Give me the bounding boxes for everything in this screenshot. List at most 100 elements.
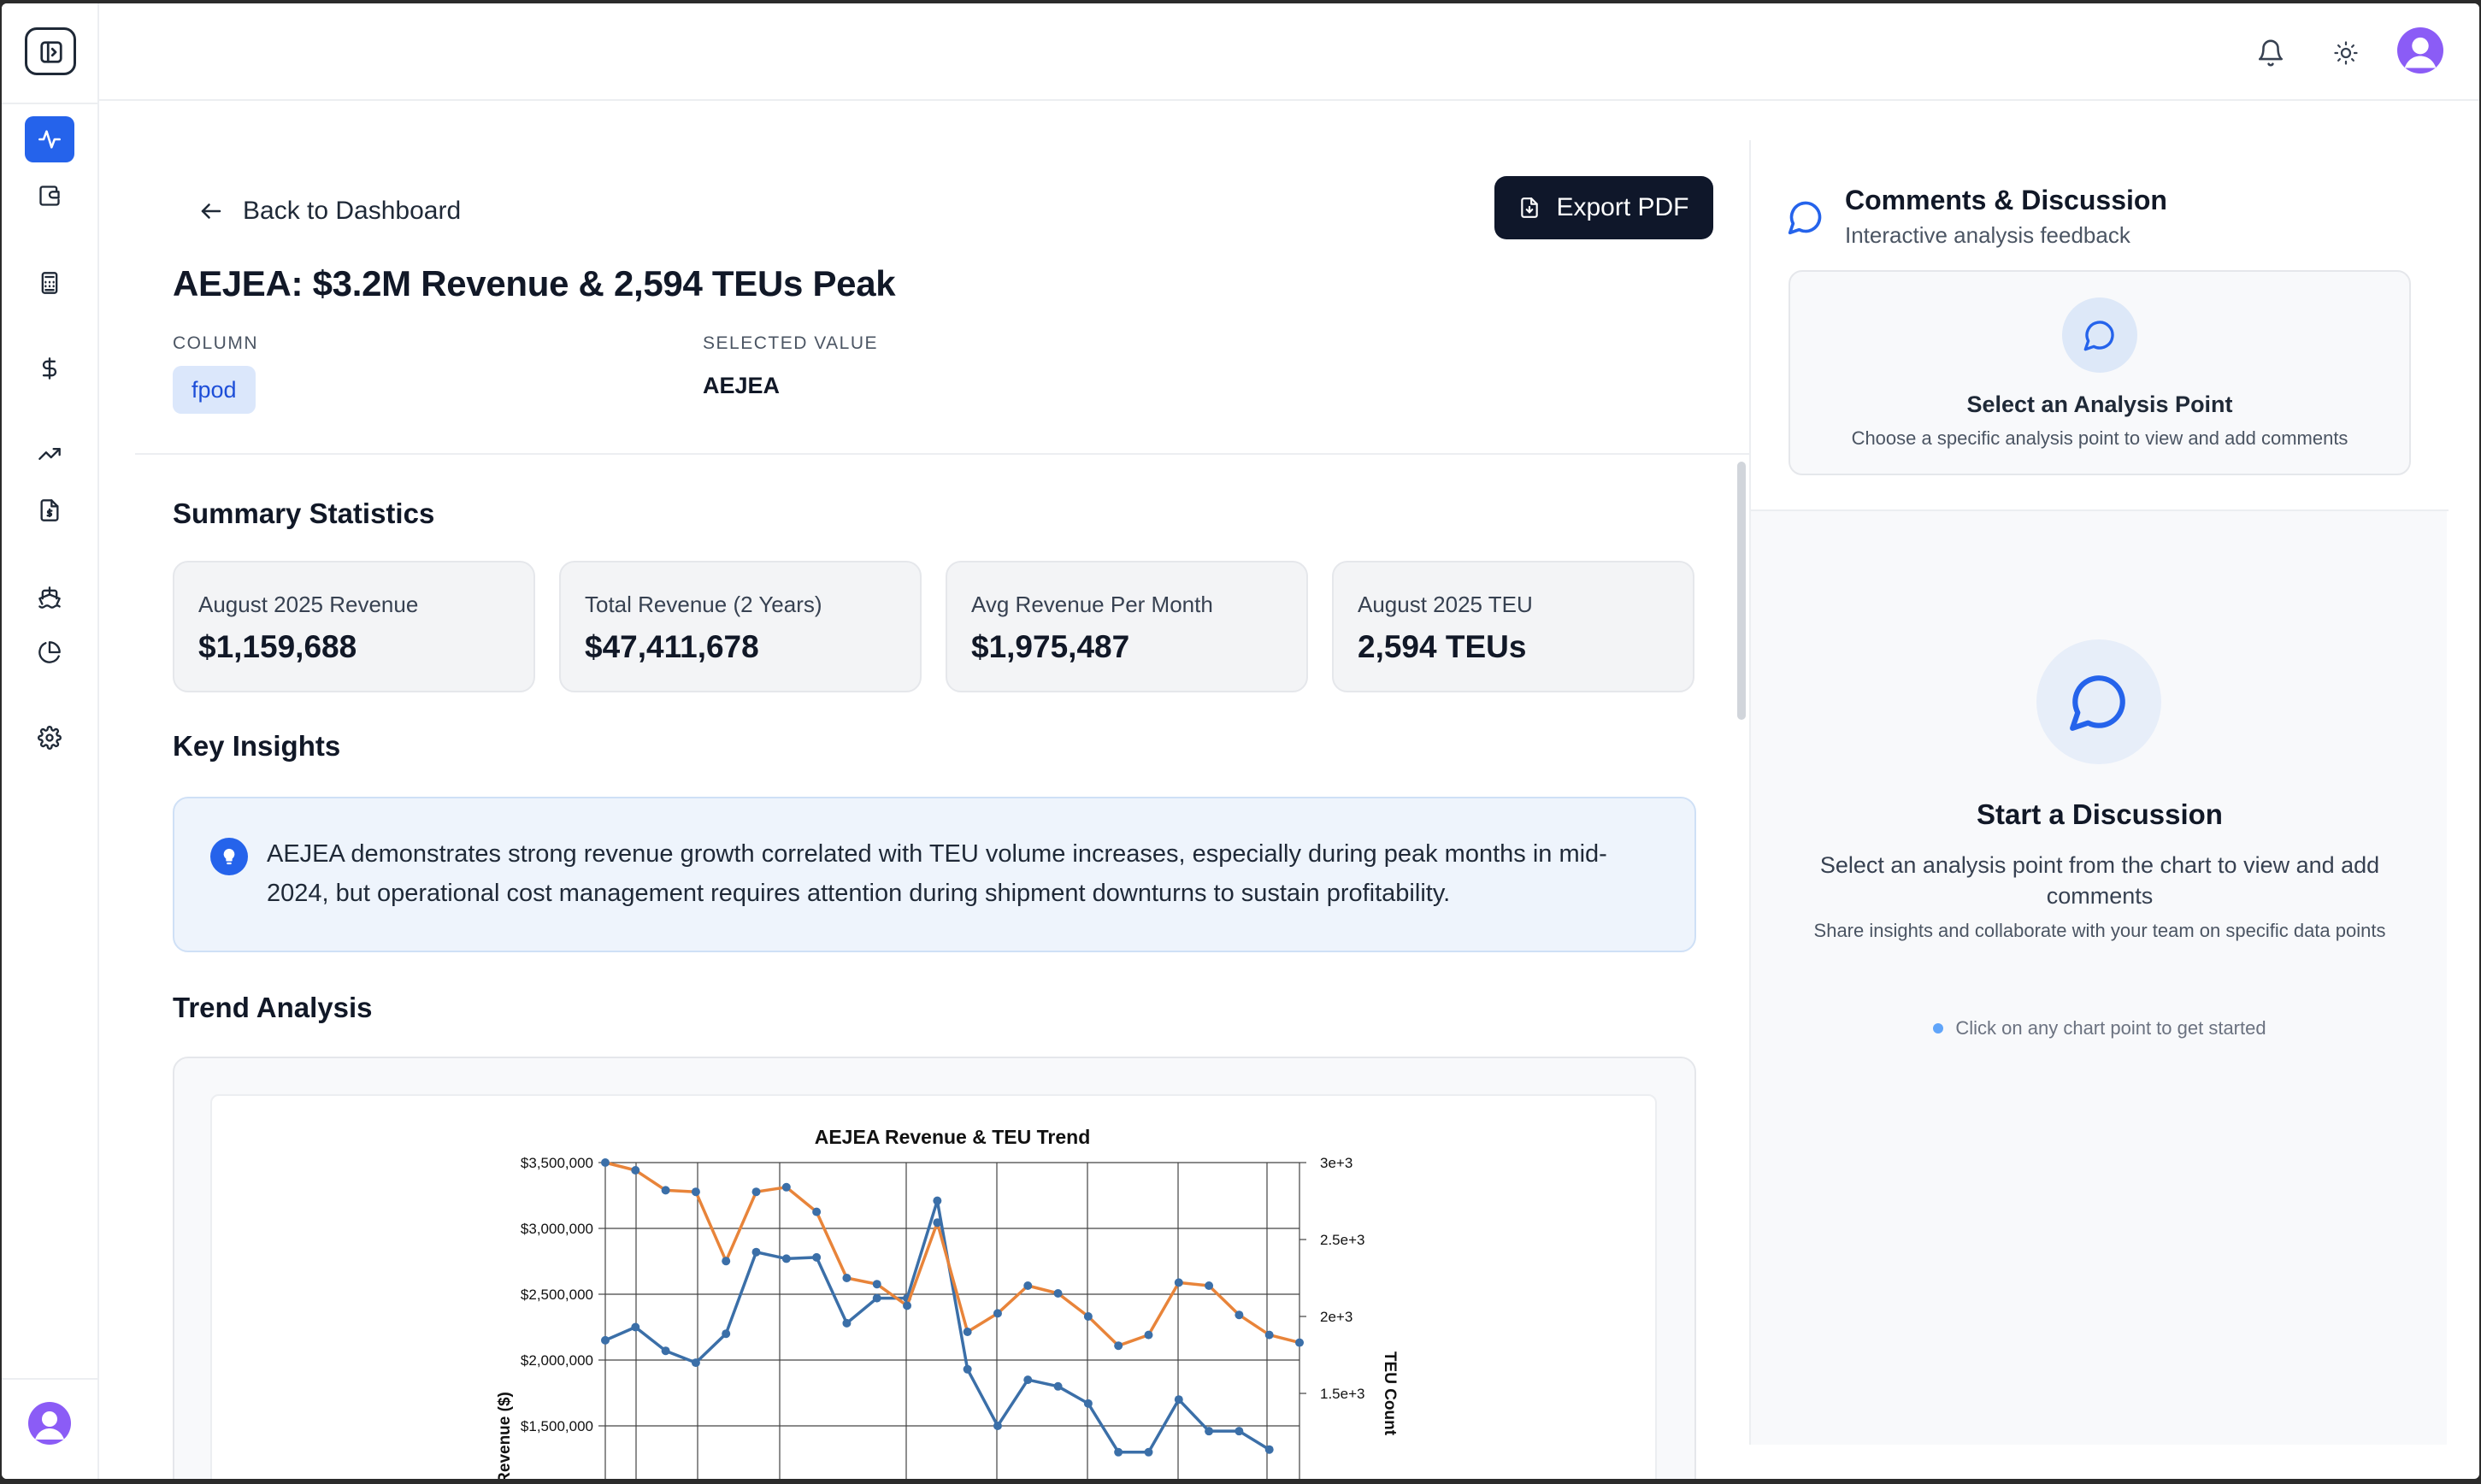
- calculator-icon: [41, 272, 58, 294]
- data-point: [1144, 1330, 1153, 1340]
- data-point: [661, 1346, 670, 1356]
- column-chip: fpod: [173, 366, 256, 414]
- activity-icon: [38, 130, 61, 149]
- notifications-button[interactable]: [2254, 36, 2288, 70]
- data-point: [933, 1218, 942, 1228]
- data-point: [631, 1166, 640, 1175]
- data-point: [631, 1322, 640, 1332]
- stat-card: August 2025 TEU 2,594 TEUs: [1332, 561, 1694, 692]
- hint-text: Click on any chart point to get started: [1955, 1017, 2266, 1039]
- stat-label: August 2025 TEU: [1358, 592, 1533, 617]
- data-point: [781, 1182, 791, 1192]
- data-point: [963, 1328, 972, 1336]
- chart-ticks: $3,500,000 $3,000,000 $2,500,000 $2,000,000…: [521, 1155, 1365, 1434]
- export-pdf-label: Export PDF: [1556, 193, 1689, 221]
- y2-axis-label: TEU Count: [1381, 1352, 1399, 1436]
- message-circle-icon: [2062, 297, 2137, 373]
- y2-tick-label: 2e+3: [1320, 1309, 1352, 1325]
- data-point: [691, 1187, 700, 1197]
- stat-value: $1,975,487: [971, 629, 1130, 664]
- scrollbar[interactable]: [1737, 462, 1746, 720]
- sun-icon: [2334, 41, 2358, 65]
- data-point: [1174, 1395, 1183, 1404]
- data-point: [1205, 1281, 1214, 1290]
- summary-statistics-title: Summary Statistics: [173, 498, 435, 529]
- chart-title: AEJEA Revenue & TEU Trend: [815, 1126, 1091, 1148]
- sidebar-user-avatar[interactable]: [28, 1402, 71, 1445]
- select-analysis-card: Select an Analysis Point Choose a specif…: [1789, 270, 2411, 475]
- sidebar-item-dollar[interactable]: [25, 345, 74, 392]
- data-point: [1023, 1375, 1033, 1385]
- series-line: [604, 1198, 1270, 1454]
- data-point: [1295, 1338, 1304, 1347]
- discussion-subdescription: Share insights and collaborate with your…: [1813, 920, 2386, 941]
- sidebar-item-reports[interactable]: [25, 629, 74, 675]
- y-tick-label: $2,000,000: [521, 1352, 593, 1369]
- data-point: [1264, 1330, 1274, 1340]
- data-point: [722, 1329, 731, 1339]
- stat-value: $1,159,688: [198, 629, 357, 664]
- data-point: [1053, 1381, 1063, 1391]
- sidebar-item-trending[interactable]: [25, 431, 74, 477]
- sidebar-item-wallet[interactable]: [25, 173, 74, 219]
- data-point: [842, 1318, 852, 1328]
- trend-chart[interactable]: AEJEA Revenue & TEU Trend $3,500,000 $3,0…: [212, 1096, 1659, 1479]
- y2-tick-label: 1.5e+3: [1320, 1386, 1364, 1402]
- sidebar-item-activity[interactable]: [25, 116, 74, 162]
- message-circle-icon: [2036, 639, 2161, 764]
- data-point: [993, 1309, 1002, 1318]
- y2-tick-label: 3e+3: [1320, 1155, 1352, 1171]
- app-window: Back to Dashboard Export PDF AEJEA: $3.2…: [2, 3, 2479, 1479]
- sidebar-item-calculator[interactable]: [25, 260, 74, 306]
- pie-chart-icon: [38, 641, 61, 663]
- y-tick-label: $3,500,000: [521, 1155, 593, 1171]
- stat-value: 2,594 TEUs: [1358, 629, 1527, 664]
- comments-subtitle: Interactive analysis feedback: [1845, 222, 2130, 248]
- data-point: [842, 1274, 852, 1282]
- data-point: [1144, 1447, 1153, 1457]
- stat-label: August 2025 Revenue: [198, 592, 419, 617]
- sidebar-item-invoices[interactable]: [25, 487, 74, 533]
- back-to-dashboard-link[interactable]: Back to Dashboard: [198, 193, 461, 229]
- stat-card: Total Revenue (2 Years) $47,411,678: [559, 561, 922, 692]
- sidebar-toggle-button[interactable]: [25, 27, 76, 75]
- user-avatar[interactable]: [2397, 27, 2443, 74]
- data-point: [661, 1186, 670, 1195]
- stat-label: Avg Revenue Per Month: [971, 592, 1213, 617]
- sidebar-item-settings[interactable]: [25, 715, 74, 761]
- stat-label: Total Revenue (2 Years): [585, 592, 822, 617]
- wallet-icon: [39, 186, 60, 206]
- ship-icon: [38, 586, 61, 609]
- column-label: COLUMN: [173, 333, 259, 353]
- select-analysis-desc: Choose a specific analysis point to view…: [1851, 427, 2348, 449]
- header-divider: [135, 453, 1749, 455]
- data-point: [691, 1358, 700, 1368]
- data-point: [1235, 1310, 1244, 1320]
- hint-dot: [1933, 1023, 1944, 1034]
- sidebar-item-shipping[interactable]: [25, 574, 74, 621]
- data-point: [872, 1293, 881, 1303]
- page-title: AEJEA: $3.2M Revenue & 2,594 TEUs Peak: [173, 263, 896, 303]
- theme-toggle-button[interactable]: [2329, 36, 2363, 70]
- data-point: [1264, 1445, 1274, 1454]
- export-pdf-button[interactable]: Export PDF: [1494, 176, 1713, 239]
- data-point: [781, 1254, 791, 1263]
- selected-value-label: SELECTED VALUE: [703, 333, 879, 353]
- y-tick-label: $1,500,000: [521, 1418, 593, 1434]
- comments-panel: Comments & Discussion Interactive analys…: [1749, 140, 2449, 1445]
- comments-title: Comments & Discussion: [1845, 185, 2167, 215]
- y2-tick-label: 2.5e+3: [1320, 1232, 1364, 1248]
- series-line: [604, 1161, 1300, 1347]
- chart-series: [601, 1158, 1304, 1457]
- trend-analysis-title: Trend Analysis: [173, 992, 373, 1023]
- select-analysis-title: Select an Analysis Point: [1966, 392, 2233, 417]
- lightbulb-icon: [210, 838, 248, 875]
- stat-card: August 2025 Revenue $1,159,688: [173, 561, 535, 692]
- stat-value: $47,411,678: [585, 629, 759, 664]
- sidebar-divider: [2, 103, 99, 104]
- data-point: [722, 1257, 731, 1266]
- data-point: [903, 1301, 912, 1310]
- dollar-icon: [42, 357, 57, 380]
- bell-icon: [2258, 39, 2284, 67]
- stat-card: Avg Revenue Per Month $1,975,487: [946, 561, 1308, 692]
